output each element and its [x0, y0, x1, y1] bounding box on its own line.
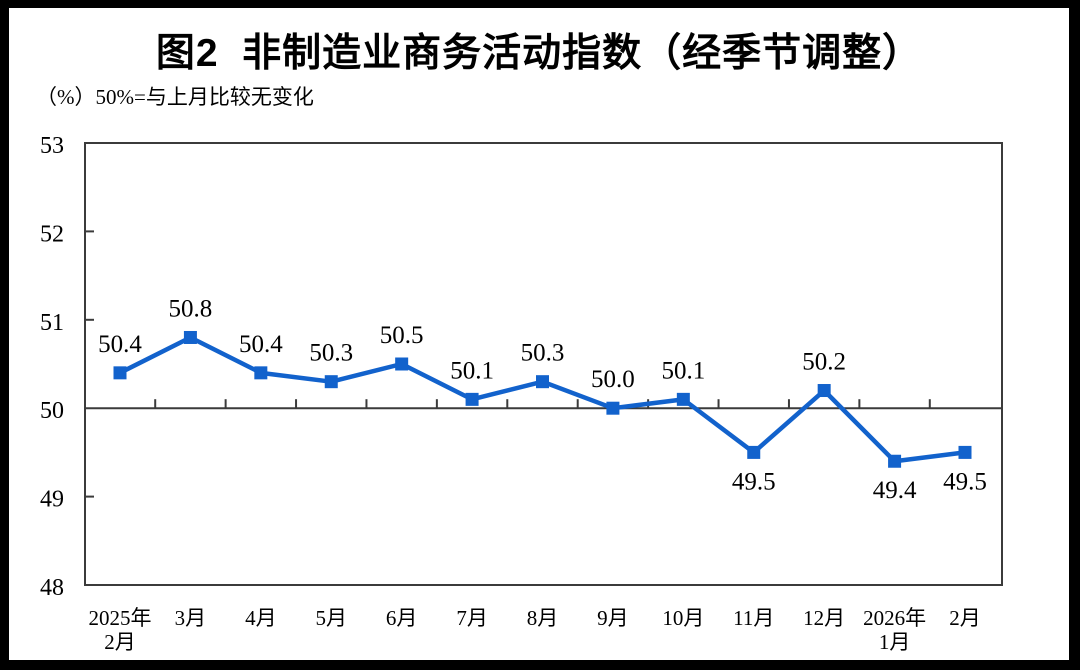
data-point-marker [817, 384, 831, 398]
data-point-label: 50.1 [450, 357, 494, 384]
y-tick-label: 49 [40, 487, 64, 513]
data-point-label: 50.3 [521, 340, 565, 367]
figure-frame: 图2 非制造业商务活动指数（经季节调整） （%）50%=与上月比较无变化 48 4… [9, 8, 1069, 660]
y-axis-unit-note: （%）50%=与上月比较无变化 [36, 85, 314, 109]
data-point-marker [183, 330, 197, 344]
data-point-marker [958, 445, 972, 459]
x-axis-label: 2月 [949, 606, 981, 630]
data-point-label: 50.1 [661, 357, 705, 384]
data-point-label: 49.5 [943, 468, 987, 495]
y-tick-label: 51 [40, 310, 64, 336]
data-point-label: 50.3 [309, 340, 353, 367]
x-axis-label: 1月 [879, 630, 911, 654]
data-point-marker [254, 366, 268, 380]
data-point-marker [536, 375, 549, 389]
data-point-label: 50.4 [98, 331, 142, 358]
chart-title: 图2 非制造业商务活动指数（经季节调整） [155, 32, 923, 75]
x-axis-label: 2月 [104, 630, 136, 654]
data-point-label: 50.2 [802, 349, 846, 376]
x-axis-label: 5月 [316, 606, 348, 630]
x-axis-label: 10月 [662, 606, 704, 630]
x-axis-label: 9月 [597, 606, 629, 630]
x-axis-label: 4月 [245, 606, 277, 630]
x-axis-label: 6月 [386, 606, 418, 630]
data-point-label: 50.8 [169, 295, 213, 322]
data-point-marker [324, 375, 338, 389]
data-point-label: 49.4 [873, 477, 917, 504]
line-chart: 48 49 50 51 52 53 50.4 50.8 50.4 50.3 50.5 50.1 50.3… [40, 133, 1003, 654]
data-point-label: 49.5 [732, 468, 776, 495]
data-point-marker [465, 392, 479, 406]
y-tick-label: 48 [40, 575, 64, 601]
x-axis-label: 3月 [175, 606, 207, 630]
y-tick-label: 52 [40, 221, 64, 247]
plot-border [84, 142, 1003, 586]
data-point-marker [606, 401, 620, 415]
x-axis-label: 12月 [803, 606, 845, 630]
x-axis-label: 2026年 [863, 606, 926, 630]
y-tick-label: 50 [40, 398, 64, 424]
data-point-marker [888, 454, 902, 468]
data-point-marker [676, 392, 690, 406]
x-axis-label: 11月 [733, 606, 774, 630]
data-point-label: 50.5 [380, 322, 424, 349]
data-point-marker [747, 445, 761, 459]
y-tick-label: 53 [40, 133, 64, 159]
x-axis-label: 8月 [527, 606, 559, 630]
data-point-marker [395, 357, 409, 371]
data-point-marker [113, 366, 127, 380]
data-point-label: 50.4 [239, 331, 283, 358]
x-axis-label: 7月 [456, 606, 488, 630]
x-axis-label: 2025年 [89, 606, 152, 630]
data-point-label: 50.0 [591, 366, 635, 393]
